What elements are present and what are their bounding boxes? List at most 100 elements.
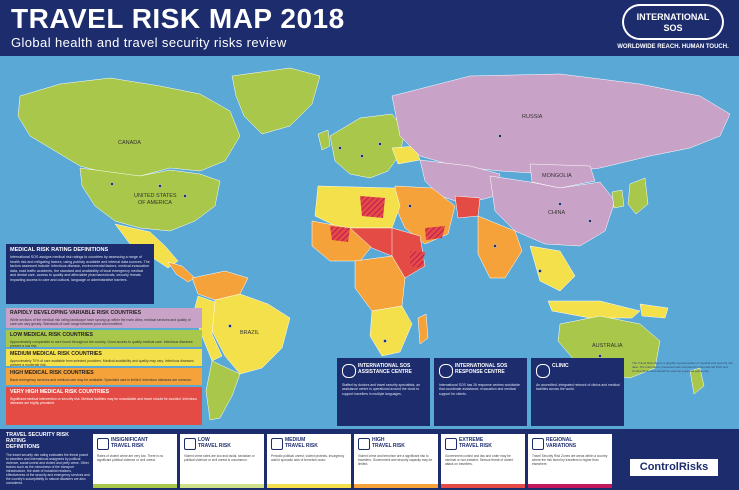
label-canada: CANADA: [118, 140, 141, 146]
legend-very-high-text: Significant medical intervention or secu…: [10, 397, 197, 406]
city-marker[interactable]: [408, 204, 412, 208]
region-china: [489, 175, 616, 247]
city-marker[interactable]: [110, 182, 114, 186]
risk-title-line1: INSIGNIFICANT: [111, 437, 148, 443]
risk-color-bar: [267, 484, 351, 488]
fine-print: The Travel Risk Map is a graphic represe…: [632, 361, 733, 373]
travel-risk-high: HIGH TRAVEL RISK Violent crime and terro…: [354, 434, 438, 488]
medical-definitions-body: International SOS assigns medical risk r…: [10, 255, 150, 282]
risk-title-line2: TRAVEL RISK: [198, 443, 231, 449]
logo-text-line2: SOS: [663, 23, 683, 33]
service-title-line2: ASSISTANCE CENTRE: [358, 369, 412, 375]
service-title-line2: RESPONSE CENTRE: [455, 369, 505, 375]
city-marker[interactable]: [360, 154, 364, 158]
zone-mali: [330, 226, 350, 242]
shield-icon: [97, 438, 109, 450]
city-marker[interactable]: [383, 339, 387, 343]
logo-text-line1: INTERNATIONAL: [636, 12, 710, 22]
legend-low-text: Approximately comparable to care found t…: [10, 340, 193, 349]
service-title-line1: CLINIC: [552, 363, 569, 369]
city-marker[interactable]: [378, 142, 382, 146]
service-clinic: CLINIC An accredited, integrated network…: [531, 358, 624, 426]
risk-title-line1: HIGH: [372, 437, 385, 443]
label-usa-line1: UNITED STATES: [134, 193, 177, 199]
city-markers: [110, 134, 602, 358]
services-panel: INTERNATIONAL SOS ASSISTANCE CENTRE Staf…: [337, 358, 628, 426]
clinic-icon: [536, 364, 550, 378]
city-marker[interactable]: [498, 134, 502, 138]
risk-title-line2: TRAVEL RISK: [459, 443, 492, 449]
shield-icon: [271, 438, 283, 450]
region-uk: [317, 129, 331, 151]
legend-low-heading: LOW MEDICAL RISK COUNTRIES: [10, 332, 93, 338]
legend-high-text: Basic emergency services and medical car…: [10, 378, 193, 382]
risk-description: Violent crime rates are low and racial, …: [184, 454, 255, 462]
service-description: Staffed by doctors and travel security s…: [342, 383, 420, 396]
region-papua: [639, 303, 669, 319]
city-marker[interactable]: [183, 194, 187, 198]
zone-somalia: [410, 251, 425, 268]
risk-title-line1: MEDIUM: [285, 437, 306, 443]
legend-rapid: RAPIDLY DEVELOPING VARIABLE RISK COUNTRI…: [6, 308, 202, 328]
legend-very-high-heading: VERY HIGH MEDICAL RISK COUNTRIES: [10, 389, 110, 395]
logo-tagline: WORLDWIDE REACH. HUMAN TOUCH.: [617, 44, 729, 50]
travel-risk-extreme: EXTREME TRAVEL RISK Government control a…: [441, 434, 525, 488]
travel-definitions-heading-line1: TRAVEL SECURITY RISK RATING: [6, 432, 69, 445]
risk-description: Government control and law and order may…: [445, 454, 514, 466]
hatch-icon: [532, 438, 544, 450]
service-response-centre: INTERNATIONAL SOS RESPONSE CENTRE Intern…: [434, 358, 527, 426]
region-canada: [17, 77, 241, 177]
region-greenland: [231, 67, 321, 135]
zone-libya: [360, 196, 385, 218]
region-central-america: [167, 261, 196, 283]
region-southeast-asia: [529, 245, 576, 292]
city-marker[interactable]: [228, 324, 232, 328]
city-marker[interactable]: [158, 184, 162, 188]
shield-icon: [184, 438, 196, 450]
region-brazil: [211, 293, 291, 375]
risk-description: Periodic political unrest, violent prote…: [271, 454, 345, 462]
region-europe: [329, 113, 406, 179]
shield-icon: [358, 438, 370, 450]
risk-description: Rates of violent crime are very low. The…: [97, 454, 164, 462]
travel-risk-medium: MEDIUM TRAVEL RISK Periodic political un…: [267, 434, 351, 488]
risk-title-line1: LOW: [198, 437, 210, 443]
travel-definitions-body: The travel security risk rating evaluate…: [6, 452, 90, 486]
city-marker[interactable]: [598, 354, 602, 358]
risk-title-line2: TRAVEL RISK: [372, 443, 405, 449]
service-assistance-centre: INTERNATIONAL SOS ASSISTANCE CENTRE Staf…: [337, 358, 430, 426]
region-southern-cone: [205, 360, 241, 421]
city-marker[interactable]: [338, 146, 342, 150]
risk-color-bar: [354, 484, 438, 488]
legend-very-high: VERY HIGH MEDICAL RISK COUNTRIES Signifi…: [6, 387, 202, 425]
risk-title-line2: TRAVEL RISK: [285, 443, 318, 449]
travel-definitions-heading-line2: DEFINITIONS: [6, 444, 40, 451]
risk-title-line2: VARIATIONS: [546, 443, 577, 449]
region-russia: [391, 73, 731, 175]
region-mongolia: [529, 163, 596, 189]
label-brazil: BRAZIL: [240, 330, 259, 336]
medical-definitions-panel: MEDICAL RISK RATING DEFINITIONS Internat…: [6, 244, 154, 304]
risk-description: Violent crime and terrorism are a signif…: [358, 454, 433, 466]
label-china: CHINA: [548, 210, 565, 216]
region-north-africa: [314, 185, 401, 229]
control-risks-logo-text: ControlRisks: [639, 461, 709, 473]
risk-color-bar: [180, 484, 264, 488]
page-title: TRAVEL RISK MAP 2018: [11, 3, 345, 34]
city-marker[interactable]: [493, 244, 497, 248]
service-description: International SOS has 26 response centre…: [439, 383, 520, 396]
international-sos-logo: INTERNATIONAL SOS: [622, 4, 724, 40]
region-indonesia: [547, 300, 641, 319]
risk-title-line1: EXTREME: [459, 437, 484, 443]
risk-title-line2: TRAVEL RISK: [111, 443, 144, 449]
city-marker[interactable]: [558, 202, 562, 206]
region-new-zealand: [689, 367, 705, 395]
risk-color-bar: [93, 484, 177, 488]
travel-risk-regional: REGIONAL VARIATIONS Travel Security Risk…: [528, 434, 612, 488]
region-korea: [611, 189, 625, 209]
city-marker[interactable]: [538, 269, 542, 273]
city-marker[interactable]: [588, 219, 592, 223]
service-description: An accredited, integrated network of cli…: [536, 383, 620, 392]
medical-definitions-heading: MEDICAL RISK RATING DEFINITIONS: [10, 247, 109, 253]
region-southern-africa: [369, 305, 413, 357]
